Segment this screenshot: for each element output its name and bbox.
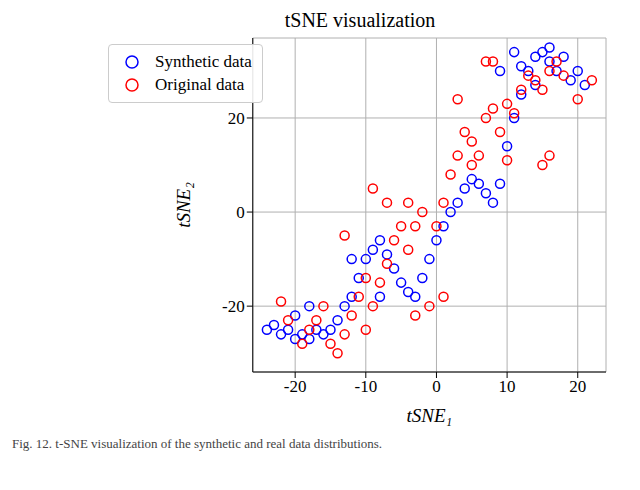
html-text:Original data: Original data [155,75,245,94]
svg-text:tSNE₂: tSNE₂ [173,182,194,228]
svg-text:20: 20 [569,377,586,396]
svg-text:0: 0 [236,203,245,222]
svg-text:tSNE₁: tSNE₁ [407,405,453,426]
html-text:Synthetic data: Synthetic data [155,52,252,71]
svg-text:10: 10 [499,377,516,396]
svg-text:-20: -20 [284,377,307,396]
svg-text:-10: -10 [354,377,377,396]
html-text:tSNE visualization: tSNE visualization [284,9,436,31]
svg-text:-20: -20 [222,297,245,316]
svg-text:0: 0 [432,377,441,396]
svg-text:20: 20 [228,109,245,128]
html-text:Fig. 12. t-SNE visualization o: Fig. 12. t-SNE visualization of the synt… [12,436,383,451]
